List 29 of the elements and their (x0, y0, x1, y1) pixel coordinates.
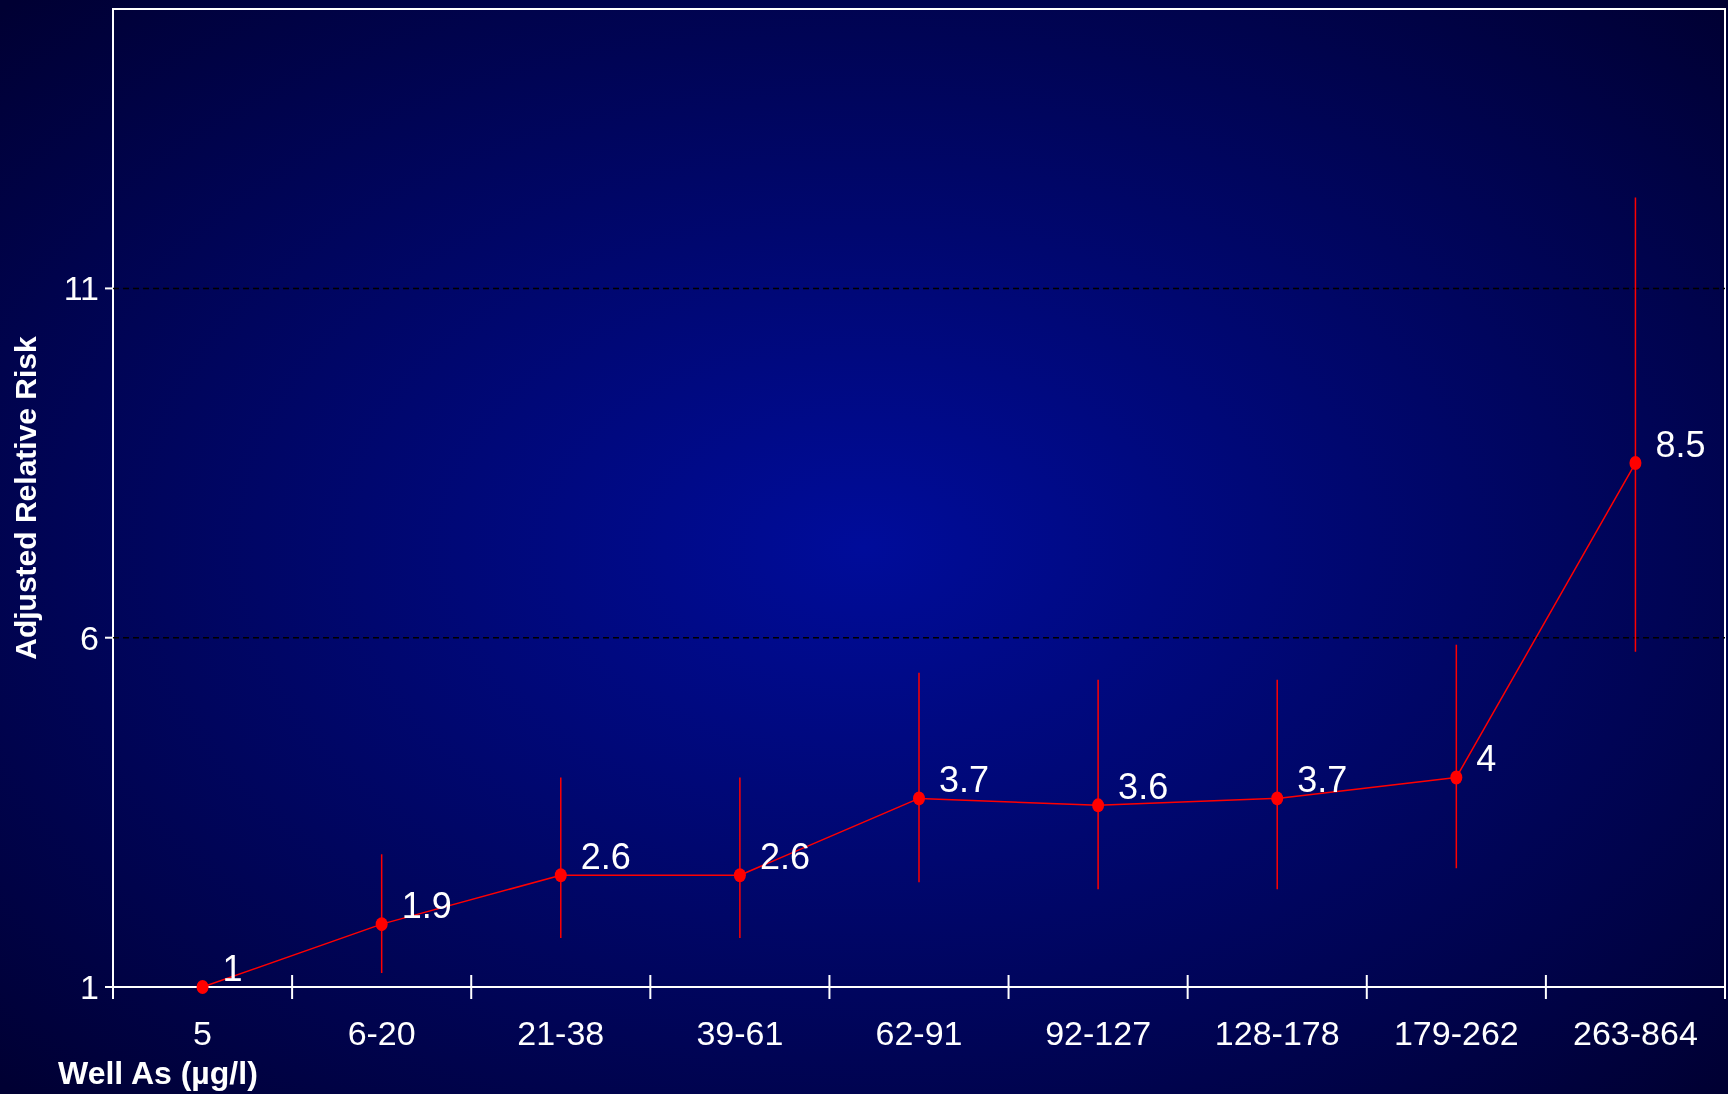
point (1629, 456, 1642, 471)
data-label: 8.5 (1655, 424, 1706, 466)
point (733, 868, 746, 883)
data-label: 2.6 (580, 836, 631, 878)
x-tick-label: 5 (193, 1014, 213, 1052)
x-tick-label: 179-262 (1393, 1014, 1519, 1052)
data-label: 4 (1476, 738, 1497, 780)
data-label: 3.6 (1118, 766, 1169, 808)
x-tick-label: 128-178 (1214, 1014, 1340, 1052)
x-tick-label: 263-864 (1573, 1014, 1698, 1052)
point (1271, 791, 1284, 806)
point (1450, 770, 1463, 785)
point (196, 980, 209, 994)
x-tick-label: 39-61 (696, 1014, 784, 1052)
data-label: 3.7 (1297, 759, 1348, 801)
x-tick-label: 62-91 (875, 1014, 963, 1052)
x-tick-label: 92-127 (1045, 1014, 1152, 1052)
point (554, 868, 567, 883)
x-tick-label: 6-20 (347, 1014, 416, 1052)
x-axis-title: Well As (µg/l) (58, 1055, 258, 1091)
y-tick-label: 1 (80, 968, 99, 1006)
point (1092, 798, 1105, 813)
y-tick-label: 6 (80, 618, 99, 657)
point (375, 917, 388, 932)
point (913, 791, 925, 806)
data-label: 3.7 (939, 759, 990, 801)
x-tick-label: 21-38 (517, 1014, 605, 1052)
y-tick-label: 11 (63, 269, 99, 308)
y-axis-title: Adjusted Relative Risk (9, 335, 42, 660)
